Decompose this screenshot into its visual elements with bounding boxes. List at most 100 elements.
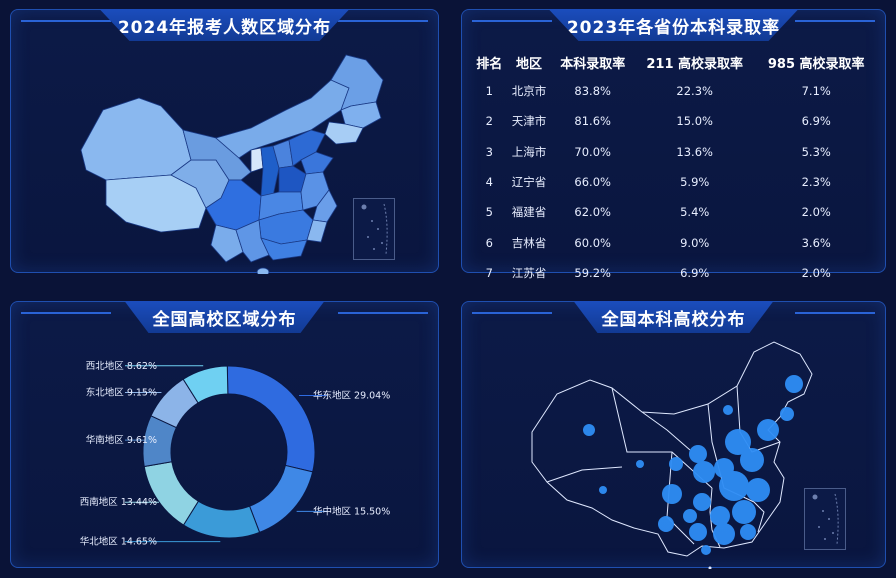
university-dot: [701, 545, 711, 555]
table-row: 7 江苏省 59.2% 6.9% 2.0%: [472, 258, 877, 288]
south-china-sea-inset: [804, 488, 846, 550]
slice-label: 华南地区 9.61%: [86, 434, 157, 446]
region-cell: 天津市: [511, 114, 547, 129]
university-dot: [583, 424, 595, 436]
slice-label: 西南地区 13.44%: [80, 496, 157, 508]
rank-cell: 5: [485, 205, 493, 220]
province-fujian: [306, 219, 328, 243]
china-outline: [531, 341, 813, 557]
rate-211-cell: 15.0%: [676, 114, 713, 129]
university-dot: [636, 460, 644, 468]
donut-slice[interactable]: [182, 365, 229, 404]
slice-label: 华东地区 29.04%: [313, 390, 390, 402]
university-dot: [669, 457, 683, 471]
rank-cell: 2: [485, 114, 493, 129]
title-divider: [795, 20, 875, 22]
undergrad-rate-cell: 66.0%: [574, 175, 611, 190]
column-header-undergrad-rate: 本科录取率: [560, 56, 626, 72]
university-dot-map[interactable]: [462, 302, 887, 569]
province-yunnan: [210, 224, 244, 263]
south-china-sea-inset: [353, 198, 395, 260]
table-row: 4 辽宁省 66.0% 5.9% 2.3%: [472, 167, 877, 197]
title-divider: [338, 20, 428, 22]
slice-label: 东北地区 9.15%: [86, 387, 157, 399]
title-divider: [472, 20, 552, 22]
university-dot: [732, 500, 756, 524]
university-dot: [725, 429, 751, 455]
title-divider: [472, 312, 552, 314]
column-header-region: 地区: [515, 56, 542, 72]
undergrad-rate-cell: 83.8%: [574, 84, 611, 99]
undergrad-rate-cell: 60.0%: [574, 235, 611, 250]
province-shandong: [300, 151, 334, 175]
slice-label: 华北地区 14.65%: [80, 536, 157, 548]
donut-slice[interactable]: [226, 365, 316, 473]
university-dot: [746, 478, 770, 502]
rate-985-cell: 2.3%: [801, 175, 831, 190]
table-row: 6 吉林省 60.0% 9.0% 3.6%: [472, 227, 877, 257]
rank-cell: 4: [485, 175, 493, 190]
province-hainan: [256, 267, 270, 274]
rate-211-cell: 13.6%: [676, 144, 713, 159]
panel-title: 全国本科高校分布: [573, 301, 774, 333]
title-divider: [21, 312, 111, 314]
region-cell: 北京市: [511, 84, 547, 99]
university-dot: [693, 461, 715, 483]
china-choropleth-map[interactable]: [11, 10, 440, 274]
region-donut-chart[interactable]: 华东地区 29.04% 华中地区 15.50% 华北地区 14.65% 西南地区 13…: [11, 302, 440, 569]
table-row: 1 北京市 83.8% 22.3% 7.1%: [472, 76, 877, 106]
region-cell: 辽宁省: [511, 175, 547, 190]
rate-211-cell: 5.9%: [680, 175, 710, 190]
university-dot: [689, 523, 707, 541]
rate-211-cell: 22.3%: [676, 84, 713, 99]
university-dot: [785, 375, 803, 393]
province-zhejiang: [312, 189, 338, 223]
rate-985-cell: 5.3%: [801, 144, 831, 159]
region-cell: 吉林省: [511, 235, 547, 250]
table-row: 3 上海市 70.0% 13.6% 5.3%: [472, 137, 877, 167]
title-divider: [21, 20, 111, 22]
panel-title: 2023年各省份本科录取率: [548, 9, 799, 41]
university-dot: [723, 405, 733, 415]
table-row: 2 天津市 81.6% 15.0% 6.9%: [472, 106, 877, 136]
donut-slice[interactable]: [248, 464, 314, 534]
university-dot: [713, 523, 735, 545]
column-header-rank: 排名: [476, 56, 503, 72]
applicants-map-panel: 2024年报考人数区域分布: [10, 9, 440, 274]
region-cell: 江苏省: [511, 265, 547, 280]
rate-985-cell: 2.0%: [801, 265, 831, 280]
rate-985-cell: 3.6%: [801, 235, 831, 250]
title-divider: [338, 312, 428, 314]
rate-211-cell: 6.9%: [680, 265, 710, 280]
rank-cell: 1: [485, 84, 493, 99]
admission-rates-panel: 2023年各省份本科录取率 排名 地区 本科录取率 211 高校录取率 985 …: [461, 9, 886, 280]
university-dot: [689, 445, 707, 463]
slice-label: 华中地区 15.50%: [313, 505, 390, 517]
undergrad-rate-cell: 81.6%: [574, 114, 611, 129]
slice-label: 西北地区 8.62%: [86, 360, 157, 372]
panel-title: 2024年报考人数区域分布: [99, 9, 350, 41]
university-dot: [740, 524, 756, 540]
university-dot: [710, 506, 730, 526]
title-divider: [795, 312, 875, 314]
table-row: 5 福建省 62.0% 5.4% 2.0%: [472, 197, 877, 227]
university-dot: [740, 448, 764, 472]
university-dot: [658, 516, 674, 532]
university-region-panel: 全国高校区域分布 华东地区 29.04% 华中地区 15.50% 华北地区 14.6…: [10, 301, 439, 568]
panel-title: 全国高校区域分布: [124, 301, 325, 333]
university-dot: [683, 509, 697, 523]
rank-cell: 3: [485, 144, 493, 159]
column-header-985-rate: 985 高校录取率: [767, 56, 865, 72]
undergrad-rate-cell: 62.0%: [574, 205, 611, 220]
rate-985-cell: 2.0%: [801, 205, 831, 220]
province-tibet: [105, 174, 207, 233]
region-cell: 福建省: [511, 205, 547, 220]
admission-rates-table: 排名 地区 本科录取率 211 高校录取率 985 高校录取率 1 北京市 83…: [472, 48, 877, 288]
undergrad-rate-cell: 59.2%: [574, 265, 611, 280]
university-map-panel: 全国本科高校分布: [461, 301, 887, 569]
university-dot: [780, 407, 794, 421]
table-header-row: 排名 地区 本科录取率 211 高校录取率 985 高校录取率: [472, 48, 877, 76]
province-guangdong: [260, 237, 308, 261]
university-dot: [719, 471, 749, 501]
undergrad-rate-cell: 70.0%: [574, 144, 611, 159]
